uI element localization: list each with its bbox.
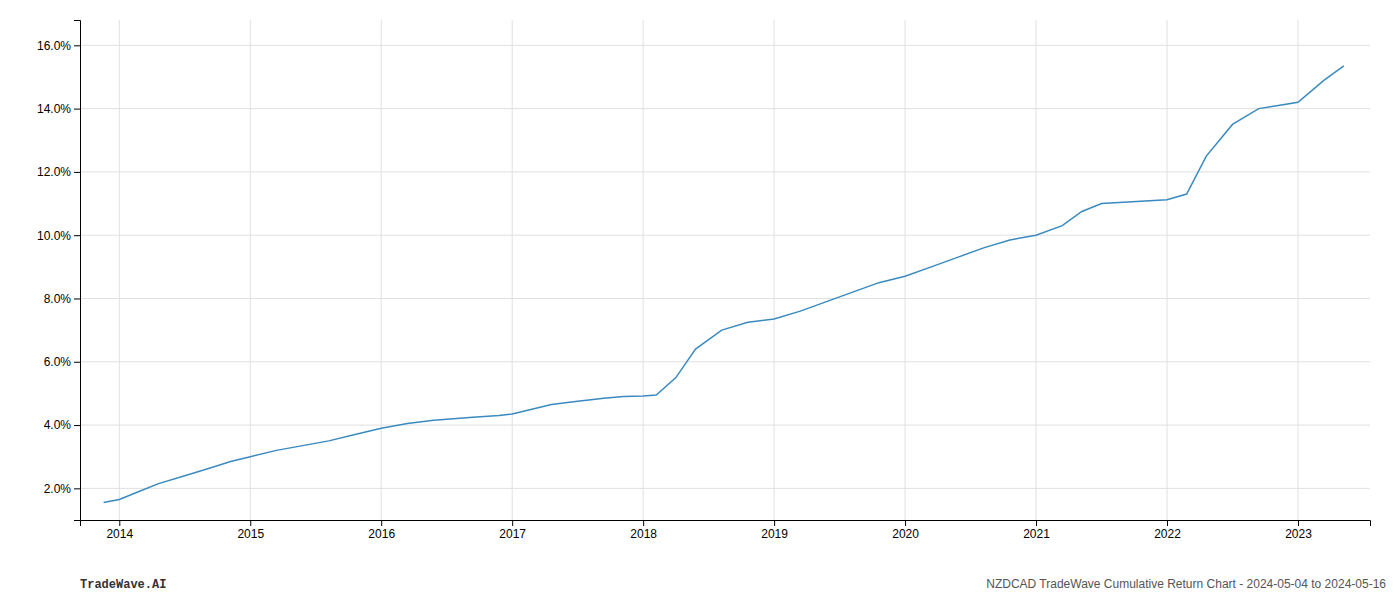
grid-line-y	[80, 425, 1370, 426]
x-tick-mark	[512, 520, 513, 526]
grid-line-y	[80, 45, 1370, 46]
x-tick-label: 2015	[237, 527, 264, 541]
x-tick-mark	[905, 520, 906, 526]
x-tick: 2022	[1154, 520, 1181, 541]
x-tick-mark	[643, 520, 644, 526]
x-tick-label: 2022	[1154, 527, 1181, 541]
y-tick: 10.0%	[37, 229, 80, 243]
footer-right: NZDCAD TradeWave Cumulative Return Chart…	[986, 577, 1386, 591]
marks	[104, 66, 1344, 503]
x-tick: 2019	[761, 520, 788, 541]
grid-line-y	[80, 361, 1370, 362]
x-tick-label: 2018	[630, 527, 657, 541]
x-axis: 2014 2015 2016 2017 2018 2019 2020 2021 2022 2023	[81, 520, 1371, 541]
chart: 2014 2015 2016 2017 2018 2019 2020 2021 2022 2023…	[0, 0, 1400, 600]
y-axis-line	[74, 21, 81, 521]
x-tick-label: 2023	[1285, 527, 1312, 541]
y-tick-mark	[74, 298, 80, 299]
y-tick-mark	[74, 109, 80, 110]
y-tick-label: 4.0%	[44, 418, 72, 432]
grid-line-y	[80, 235, 1370, 236]
y-tick-mark	[74, 362, 80, 363]
footer-left: TradeWave.AI	[80, 578, 166, 592]
x-tick-label: 2016	[368, 527, 395, 541]
grid	[80, 20, 1370, 520]
x-tick-label: 2019	[761, 527, 788, 541]
grid-line-y	[80, 488, 1370, 489]
x-tick-label: 2014	[106, 527, 133, 541]
grid-line-x	[1036, 20, 1037, 520]
y-tick-mark	[74, 172, 80, 173]
grid-line-x	[512, 20, 513, 520]
grid-line-y	[80, 108, 1370, 109]
y-tick-mark	[74, 235, 80, 236]
y-axis: 2.0% 4.0% 6.0% 8.0% 10.0% 12.0% 14.0% 16.0%	[37, 21, 81, 521]
x-tick-label: 2017	[499, 527, 526, 541]
plot-area: 2014 2015 2016 2017 2018 2019 2020 2021 2022 2023…	[37, 20, 1371, 541]
x-tick: 2023	[1285, 520, 1312, 541]
y-tick-mark	[74, 488, 80, 489]
x-tick-mark	[250, 520, 251, 526]
y-tick-label: 8.0%	[44, 292, 72, 306]
y-tick-label: 14.0%	[37, 102, 71, 116]
y-tick-mark	[74, 425, 80, 426]
x-tick-mark	[381, 520, 382, 526]
y-tick-mark	[74, 45, 80, 46]
y-tick-label: 12.0%	[37, 165, 71, 179]
y-tick: 6.0%	[44, 355, 80, 369]
x-tick: 2015	[237, 520, 264, 541]
x-tick: 2021	[1023, 520, 1050, 541]
grid-line-x	[119, 20, 120, 520]
grid-line-y	[80, 171, 1370, 172]
grid-line-x	[774, 20, 775, 520]
y-tick: 4.0%	[44, 418, 80, 432]
grid-line-x	[643, 20, 644, 520]
y-tick: 14.0%	[37, 102, 80, 116]
x-tick-mark	[1167, 520, 1168, 526]
y-tick: 16.0%	[37, 39, 80, 53]
x-tick-mark	[774, 520, 775, 526]
y-tick-label: 2.0%	[44, 482, 72, 496]
x-tick-mark	[1298, 520, 1299, 526]
x-tick-mark	[1036, 520, 1037, 526]
grid-line-x	[905, 20, 906, 520]
x-tick-mark	[119, 520, 120, 526]
x-axis-line	[81, 521, 1371, 527]
grid-line-x	[1297, 20, 1298, 520]
x-tick: 2018	[630, 520, 657, 541]
line	[104, 66, 1344, 503]
grid-line-x	[381, 20, 382, 520]
grid-line-y	[80, 298, 1370, 299]
x-tick: 2020	[892, 520, 919, 541]
y-tick: 2.0%	[44, 482, 80, 496]
y-tick: 8.0%	[44, 292, 80, 306]
grid-line-x	[250, 20, 251, 520]
y-tick: 12.0%	[37, 165, 80, 179]
y-tick-label: 10.0%	[37, 229, 71, 243]
x-tick: 2014	[106, 520, 133, 541]
grid-line-x	[1167, 20, 1168, 520]
x-tick: 2016	[368, 520, 395, 541]
y-tick-label: 6.0%	[44, 355, 72, 369]
x-tick: 2017	[499, 520, 526, 541]
x-tick-label: 2021	[1023, 527, 1050, 541]
y-tick-label: 16.0%	[37, 39, 71, 53]
x-tick-label: 2020	[892, 527, 919, 541]
